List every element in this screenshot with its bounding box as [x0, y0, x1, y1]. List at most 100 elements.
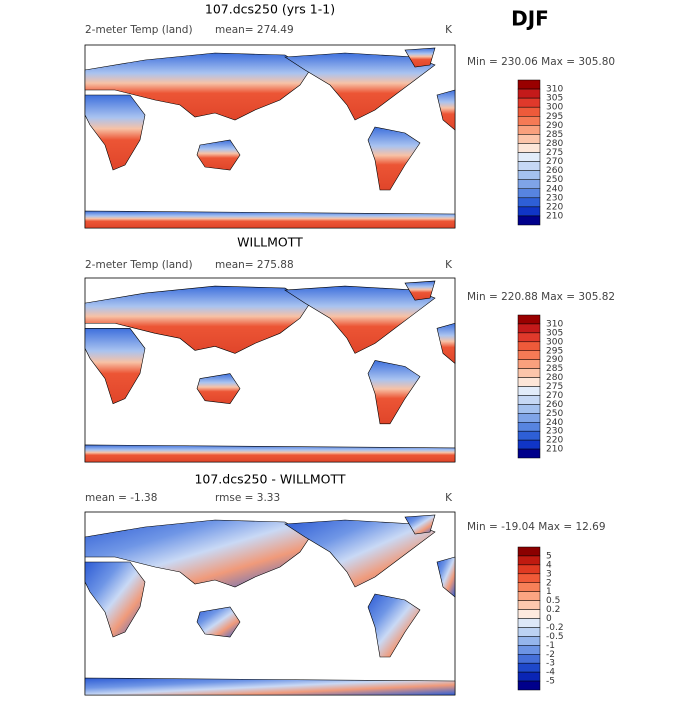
colorbar-box	[517, 627, 541, 637]
colorbar-label: 250	[546, 175, 563, 185]
colorbar-box	[517, 368, 541, 378]
colorbar-label: 280	[546, 373, 563, 383]
panel-title: WILLMOTT	[237, 235, 303, 250]
colorbar-label: 275	[546, 148, 563, 158]
colorbar-box	[517, 161, 541, 171]
panel-unit: K	[445, 259, 453, 271]
colorbar-box	[517, 79, 541, 90]
colorbar-label: -3	[546, 659, 555, 669]
panel-unit: K	[445, 24, 453, 36]
colorbar-label: 210	[546, 445, 563, 455]
colorbar-box	[517, 582, 541, 592]
colorbar-box	[517, 332, 541, 343]
colorbar-label: 210	[546, 211, 563, 221]
panel-title: 107.dcs250 (yrs 1-1)	[205, 2, 335, 17]
colorbar-box	[517, 645, 541, 655]
colorbar-box	[517, 564, 541, 575]
colorbar-label: 285	[546, 364, 563, 374]
colorbar-label: 5	[546, 551, 552, 561]
panel-range: Min = -19.04 Max = 12.69	[467, 521, 606, 533]
colorbar-box	[517, 188, 541, 199]
panel-range: Min = 220.88 Max = 305.82	[467, 291, 615, 303]
colorbar-box	[517, 671, 541, 682]
colorbar-label: 285	[546, 130, 563, 140]
colorbar-box	[517, 555, 541, 566]
colorbar-label: 270	[546, 391, 563, 401]
colorbar-box	[517, 341, 541, 351]
colorbar-label: 220	[546, 436, 563, 446]
colorbar-box	[517, 591, 541, 601]
colorbar-box	[517, 206, 541, 217]
colorbar-box	[517, 395, 541, 405]
panel-stat: rmse = 3.33	[215, 492, 280, 504]
colorbar-box	[517, 359, 541, 369]
colorbar-label: 310	[546, 319, 563, 329]
colorbar-label: -0.5	[546, 632, 564, 642]
colorbar-box	[517, 430, 541, 441]
colorbar-label: 310	[546, 85, 563, 95]
colorbar-label: -1	[546, 641, 555, 651]
colorbar-label: -5	[546, 677, 555, 687]
colorbar-box	[517, 404, 541, 414]
colorbar-box	[517, 350, 541, 360]
colorbar-box	[517, 134, 541, 144]
colorbar-label: 280	[546, 139, 563, 149]
colorbar-box	[517, 680, 541, 691]
panel-range: Min = 230.06 Max = 305.80	[467, 56, 615, 68]
colorbar-label: 260	[546, 166, 563, 176]
colorbar-label: 270	[546, 157, 563, 167]
colorbar-box	[517, 97, 541, 108]
colorbar-label: 220	[546, 202, 563, 212]
colorbar-box	[517, 116, 541, 126]
colorbar-label: 290	[546, 121, 563, 131]
colorbar-box	[517, 618, 541, 628]
colorbar-box	[517, 88, 541, 99]
colorbar-label: 305	[546, 94, 563, 104]
colorbar-label: 305	[546, 328, 563, 338]
colorbar-box	[517, 636, 541, 646]
panel-stat: mean= 275.88	[215, 259, 294, 271]
colorbar-box	[517, 170, 541, 180]
colorbar-box	[517, 106, 541, 117]
colorbar-label: 0	[546, 614, 552, 624]
colorbar-box	[517, 314, 541, 325]
colorbar-box	[517, 377, 541, 387]
colorbar-label: 290	[546, 355, 563, 365]
colorbar-box	[517, 422, 541, 432]
colorbar-label: 240	[546, 418, 563, 428]
panel-subtitle: 2-meter Temp (land)	[85, 24, 193, 36]
panel-unit: K	[445, 492, 453, 504]
colorbar-box	[517, 609, 541, 619]
colorbar-label: 230	[546, 193, 563, 203]
colorbar-label: 4	[546, 560, 552, 570]
colorbar-box	[517, 654, 541, 664]
panel-subtitle: 2-meter Temp (land)	[85, 259, 193, 271]
colorbar-box	[517, 197, 541, 208]
colorbar-label: 2	[546, 578, 552, 588]
colorbar-box	[517, 215, 541, 226]
colorbar-box	[517, 386, 541, 396]
panel-title: 107.dcs250 - WILLMOTT	[194, 472, 345, 487]
colorbar-box	[517, 152, 541, 162]
colorbar-label: 300	[546, 337, 563, 347]
colorbar-label: 250	[546, 409, 563, 419]
panel-stat: mean= 274.49	[215, 24, 294, 36]
colorbar-label: 3	[546, 569, 552, 579]
colorbar-label: 230	[546, 427, 563, 437]
colorbar-box	[517, 439, 541, 450]
colorbar-box	[517, 125, 541, 135]
colorbar-box	[517, 600, 541, 610]
colorbar-label: 295	[546, 112, 563, 122]
colorbar-label: 260	[546, 400, 563, 410]
colorbar-label: 240	[546, 184, 563, 194]
colorbar-box	[517, 323, 541, 334]
colorbar-label: 0.5	[546, 596, 560, 606]
colorbar-label: -2	[546, 650, 555, 660]
colorbar-label: 300	[546, 103, 563, 113]
colorbar-box	[517, 413, 541, 423]
colorbar-label: -0.2	[546, 623, 564, 633]
colorbar-label: 1	[546, 587, 552, 597]
colorbar-box	[517, 573, 541, 583]
colorbar-box	[517, 448, 541, 459]
